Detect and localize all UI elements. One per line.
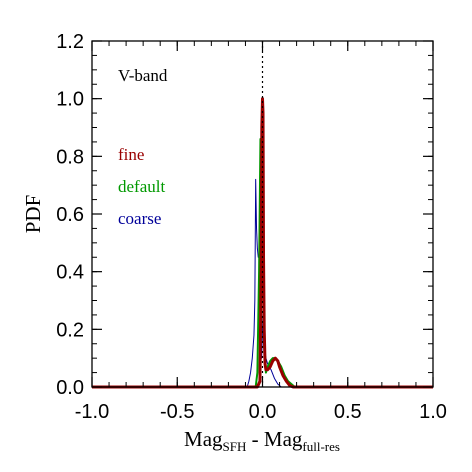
x-tick-label: 1.0 <box>419 401 447 423</box>
y-tick-label: 0.0 <box>56 377 84 399</box>
x-tick-label: -1.0 <box>75 401 109 423</box>
x-tick-label: 0.0 <box>249 401 277 423</box>
x-label-mid: - Mag <box>246 427 302 451</box>
x-label-sub2: full-res <box>302 439 340 454</box>
x-tick-label: -0.5 <box>160 401 194 423</box>
y-axis-label: PDF <box>21 195 45 234</box>
y-tick-label: 1.2 <box>56 31 84 53</box>
x-tick-label: 0.5 <box>334 401 362 423</box>
y-tick-label: 0.4 <box>56 262 84 284</box>
x-axis-label: MagSFH - Magfull-res <box>184 427 340 454</box>
y-tick-label: 0.2 <box>56 319 84 341</box>
series-line-fine <box>92 97 433 389</box>
y-tick-label: 0.8 <box>56 146 84 168</box>
series-layer <box>92 97 433 389</box>
y-tick-label: 1.0 <box>56 89 84 111</box>
legend-default: default <box>118 177 165 196</box>
legend-coarse: coarse <box>118 209 161 228</box>
ticks-layer: -1.0 -0.5 0.0 0.5 1.0 0.0 0.2 0.4 0.6 0.8 1.0 1.2 <box>56 31 447 423</box>
legend-fine: fine <box>118 145 144 164</box>
x-label-main: Mag <box>184 427 223 451</box>
y-tick-label: 0.6 <box>56 204 84 226</box>
band-annotation: V-band <box>118 66 168 85</box>
x-label-sub1: SFH <box>223 439 247 454</box>
